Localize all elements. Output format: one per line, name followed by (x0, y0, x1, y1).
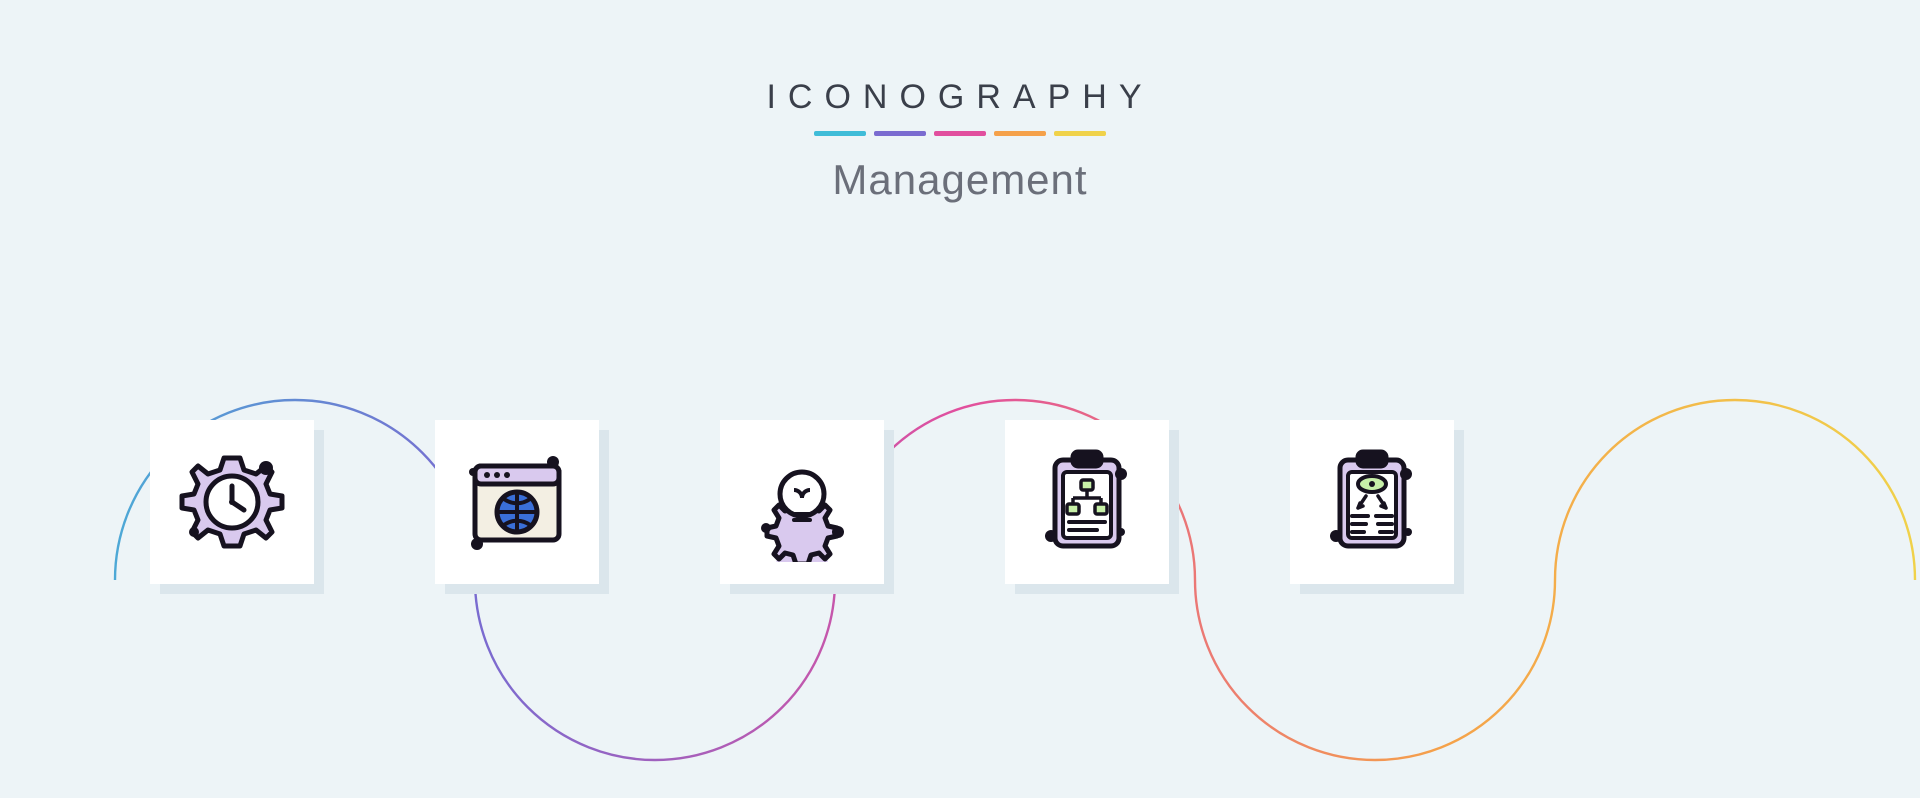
icon-card (150, 420, 314, 584)
time-gear-icon (172, 442, 292, 562)
browser-globe-icon (457, 442, 577, 562)
icon-card (1005, 420, 1169, 584)
icon-row (0, 0, 1920, 798)
clipboard-hierarchy-icon (1027, 442, 1147, 562)
icon-card (720, 420, 884, 584)
icon-card (1290, 420, 1454, 584)
clipboard-assign-icon (1312, 442, 1432, 562)
icon-card (435, 420, 599, 584)
idea-gear-icon (742, 442, 862, 562)
